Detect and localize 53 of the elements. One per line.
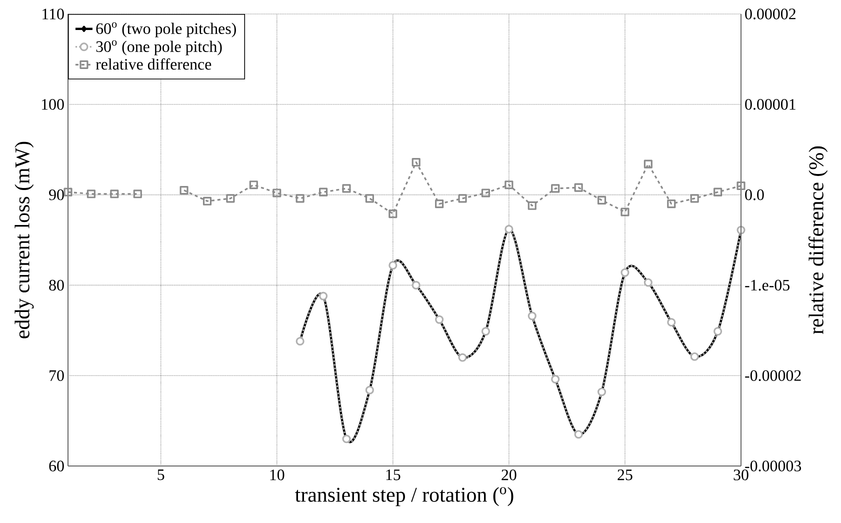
- x-tick-label: 10: [270, 470, 284, 480]
- x-tick-label: 20: [502, 470, 516, 480]
- point: [133, 190, 142, 198]
- x-tick-label: 15: [386, 470, 400, 480]
- y2-tick-label: -0.00003: [745, 460, 802, 472]
- point: [202, 196, 212, 206]
- point: [64, 188, 72, 196]
- point: [412, 158, 420, 167]
- y-tick-label: 70: [50, 370, 64, 381]
- x-tick-label: 30: [734, 470, 748, 480]
- point: [574, 183, 583, 192]
- point: [86, 190, 96, 198]
- point: [296, 194, 304, 203]
- point: [504, 180, 514, 190]
- point: [714, 188, 722, 196]
- point: [644, 160, 652, 168]
- point: [249, 180, 258, 190]
- y-tick-label: 90: [49, 189, 64, 200]
- point: [318, 188, 328, 196]
- y2-tick-label: 0.0: [745, 189, 764, 200]
- point: [365, 194, 374, 203]
- y-tick-label: 110: [42, 8, 64, 20]
- point: [110, 190, 119, 198]
- point: [597, 196, 606, 205]
- y2-axis-title: relative difference (%): [808, 146, 828, 334]
- point: [226, 194, 235, 203]
- point: [667, 200, 676, 208]
- point: [481, 188, 490, 198]
- legend-label: relative difference: [96, 58, 212, 70]
- point: [272, 188, 282, 198]
- y-axis-title: eddy current loss (mW): [14, 142, 34, 338]
- legend-label: 30$^{o}$ (one pole pitch): [96, 40, 222, 56]
- y2-tick-label: 0.00002: [745, 8, 796, 20]
- x-axis-title: transient step / rotation ($^{o}$): [295, 487, 514, 506]
- y2-tick-label: -1.e-05: [745, 280, 790, 291]
- y2-tick-label: -0.00002: [745, 370, 801, 382]
- point: [342, 184, 351, 193]
- y-tick-label: 60: [49, 460, 64, 472]
- point: [180, 186, 188, 195]
- point: [620, 208, 630, 216]
- point: [736, 181, 746, 190]
- y-tick-label: 100: [42, 99, 64, 110]
- x-tick-label: 5: [158, 470, 164, 480]
- y2-tick-label: 0.00001: [745, 98, 796, 110]
- point: [435, 200, 444, 208]
- point: [528, 201, 536, 210]
- point: [690, 194, 699, 203]
- x-tick-label: 25: [618, 470, 632, 480]
- point: [458, 194, 467, 203]
- point: [551, 184, 560, 193]
- point: [388, 209, 398, 218]
- y-tick-label: 80: [49, 280, 64, 291]
- legend-label: 60$^{o}$ (two pole pitches): [96, 22, 236, 38]
